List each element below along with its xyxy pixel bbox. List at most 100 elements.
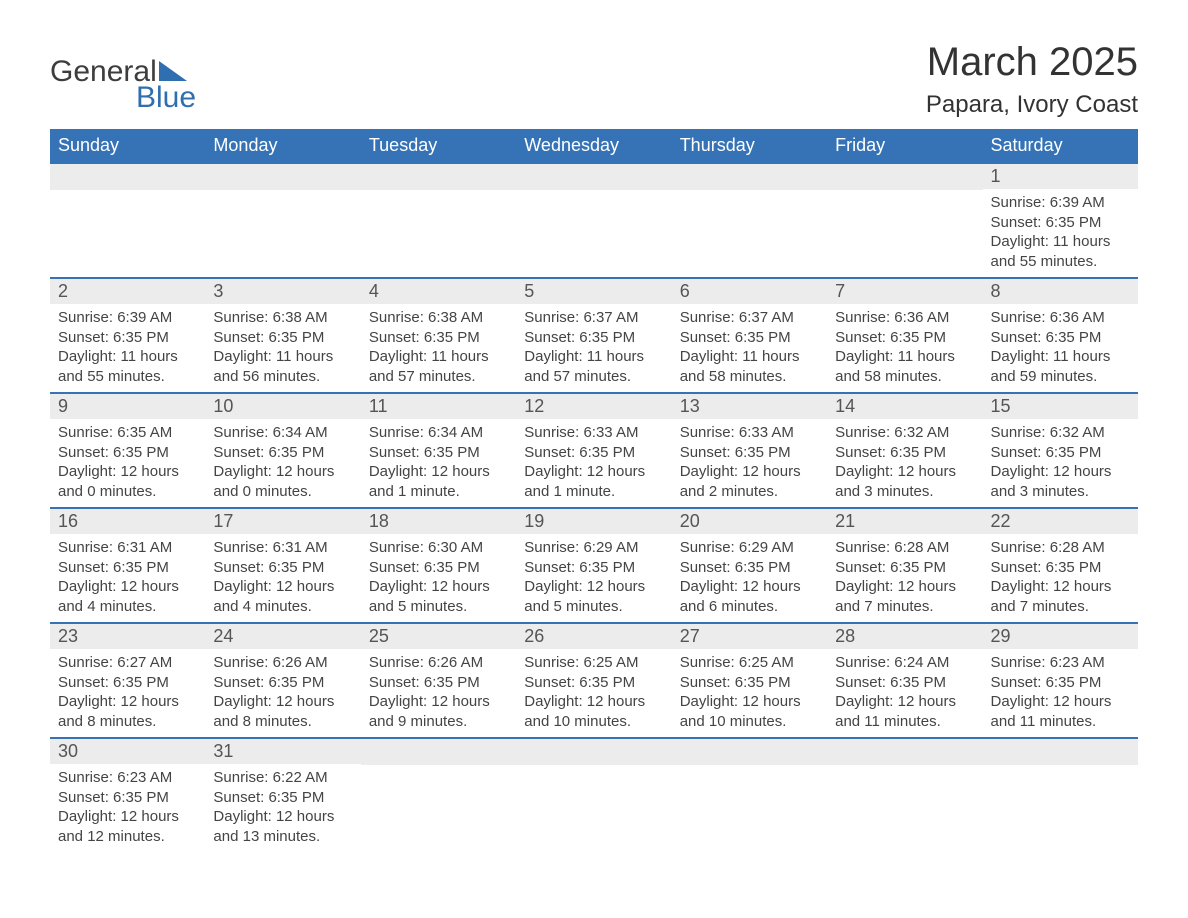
sunrise-line: Sunrise: 6:25 AM: [680, 653, 819, 673]
sunrise-line: Sunrise: 6:36 AM: [835, 308, 974, 328]
weekday-header: Friday: [827, 129, 982, 163]
day-number: [827, 739, 982, 765]
calendar-week-row: 9Sunrise: 6:35 AMSunset: 6:35 PMDaylight…: [50, 393, 1138, 508]
day-number: 10: [205, 394, 360, 419]
calendar-day-cell: 17Sunrise: 6:31 AMSunset: 6:35 PMDayligh…: [205, 508, 360, 623]
calendar-empty-cell: [672, 738, 827, 852]
day-details: Sunrise: 6:25 AMSunset: 6:35 PMDaylight:…: [516, 649, 671, 737]
day-number: 24: [205, 624, 360, 649]
sunset-line: Sunset: 6:35 PM: [369, 558, 508, 578]
sunset-line: Sunset: 6:35 PM: [835, 328, 974, 348]
day-number: 11: [361, 394, 516, 419]
day-details: Sunrise: 6:34 AMSunset: 6:35 PMDaylight:…: [361, 419, 516, 507]
daylight-line: Daylight: 11 hours and 55 minutes.: [991, 232, 1130, 271]
calendar-day-cell: 14Sunrise: 6:32 AMSunset: 6:35 PMDayligh…: [827, 393, 982, 508]
sunset-line: Sunset: 6:35 PM: [58, 788, 197, 808]
daylight-line: Daylight: 12 hours and 5 minutes.: [524, 577, 663, 616]
sunrise-line: Sunrise: 6:38 AM: [213, 308, 352, 328]
day-details: [516, 190, 671, 270]
sunrise-line: Sunrise: 6:34 AM: [369, 423, 508, 443]
day-number: [516, 164, 671, 190]
page-title: March 2025: [926, 40, 1138, 85]
day-number: [672, 164, 827, 190]
sunrise-line: Sunrise: 6:37 AM: [524, 308, 663, 328]
sunrise-line: Sunrise: 6:32 AM: [991, 423, 1130, 443]
calendar-table: SundayMondayTuesdayWednesdayThursdayFrid…: [50, 129, 1138, 852]
day-number: 23: [50, 624, 205, 649]
day-number: [983, 739, 1138, 765]
title-block: March 2025 Papara, Ivory Coast: [926, 40, 1138, 119]
daylight-line: Daylight: 12 hours and 4 minutes.: [58, 577, 197, 616]
sunrise-line: Sunrise: 6:32 AM: [835, 423, 974, 443]
calendar-day-cell: 15Sunrise: 6:32 AMSunset: 6:35 PMDayligh…: [983, 393, 1138, 508]
sunrise-line: Sunrise: 6:31 AM: [58, 538, 197, 558]
daylight-line: Daylight: 11 hours and 58 minutes.: [835, 347, 974, 386]
sunset-line: Sunset: 6:35 PM: [680, 558, 819, 578]
daylight-line: Daylight: 12 hours and 3 minutes.: [835, 462, 974, 501]
calendar-empty-cell: [827, 163, 982, 278]
day-number: [205, 164, 360, 190]
sunrise-line: Sunrise: 6:30 AM: [369, 538, 508, 558]
day-details: [983, 765, 1138, 845]
calendar-day-cell: 24Sunrise: 6:26 AMSunset: 6:35 PMDayligh…: [205, 623, 360, 738]
sunset-line: Sunset: 6:35 PM: [213, 558, 352, 578]
sunset-line: Sunset: 6:35 PM: [524, 558, 663, 578]
sunset-line: Sunset: 6:35 PM: [991, 443, 1130, 463]
day-number: 2: [50, 279, 205, 304]
daylight-line: Daylight: 12 hours and 13 minutes.: [213, 807, 352, 846]
day-number: 18: [361, 509, 516, 534]
sunrise-line: Sunrise: 6:39 AM: [991, 193, 1130, 213]
sunrise-line: Sunrise: 6:39 AM: [58, 308, 197, 328]
calendar-day-cell: 19Sunrise: 6:29 AMSunset: 6:35 PMDayligh…: [516, 508, 671, 623]
day-details: Sunrise: 6:39 AMSunset: 6:35 PMDaylight:…: [983, 189, 1138, 277]
sunset-line: Sunset: 6:35 PM: [991, 328, 1130, 348]
calendar-day-cell: 31Sunrise: 6:22 AMSunset: 6:35 PMDayligh…: [205, 738, 360, 852]
sunrise-line: Sunrise: 6:29 AM: [524, 538, 663, 558]
calendar-day-cell: 8Sunrise: 6:36 AMSunset: 6:35 PMDaylight…: [983, 278, 1138, 393]
day-details: [361, 190, 516, 270]
daylight-line: Daylight: 12 hours and 8 minutes.: [213, 692, 352, 731]
logo: General Blue: [50, 55, 196, 115]
sunrise-line: Sunrise: 6:28 AM: [835, 538, 974, 558]
day-number: [827, 164, 982, 190]
day-number: 27: [672, 624, 827, 649]
day-number: 12: [516, 394, 671, 419]
calendar-day-cell: 7Sunrise: 6:36 AMSunset: 6:35 PMDaylight…: [827, 278, 982, 393]
sunrise-line: Sunrise: 6:28 AM: [991, 538, 1130, 558]
calendar-empty-cell: [361, 163, 516, 278]
sunrise-line: Sunrise: 6:38 AM: [369, 308, 508, 328]
sunset-line: Sunset: 6:35 PM: [58, 673, 197, 693]
weekday-header: Wednesday: [516, 129, 671, 163]
sunrise-line: Sunrise: 6:37 AM: [680, 308, 819, 328]
weekday-header: Sunday: [50, 129, 205, 163]
sunrise-line: Sunrise: 6:23 AM: [58, 768, 197, 788]
sunset-line: Sunset: 6:35 PM: [58, 328, 197, 348]
day-details: Sunrise: 6:26 AMSunset: 6:35 PMDaylight:…: [205, 649, 360, 737]
daylight-line: Daylight: 12 hours and 12 minutes.: [58, 807, 197, 846]
calendar-day-cell: 12Sunrise: 6:33 AMSunset: 6:35 PMDayligh…: [516, 393, 671, 508]
daylight-line: Daylight: 12 hours and 1 minute.: [369, 462, 508, 501]
day-number: [672, 739, 827, 765]
day-number: 16: [50, 509, 205, 534]
day-details: Sunrise: 6:29 AMSunset: 6:35 PMDaylight:…: [672, 534, 827, 622]
sunset-line: Sunset: 6:35 PM: [524, 328, 663, 348]
calendar-day-cell: 21Sunrise: 6:28 AMSunset: 6:35 PMDayligh…: [827, 508, 982, 623]
calendar-empty-cell: [983, 738, 1138, 852]
calendar-day-cell: 3Sunrise: 6:38 AMSunset: 6:35 PMDaylight…: [205, 278, 360, 393]
calendar-empty-cell: [516, 163, 671, 278]
sunset-line: Sunset: 6:35 PM: [213, 673, 352, 693]
daylight-line: Daylight: 11 hours and 57 minutes.: [524, 347, 663, 386]
calendar-day-cell: 11Sunrise: 6:34 AMSunset: 6:35 PMDayligh…: [361, 393, 516, 508]
sunset-line: Sunset: 6:35 PM: [369, 328, 508, 348]
day-number: [50, 164, 205, 190]
sunrise-line: Sunrise: 6:29 AM: [680, 538, 819, 558]
sunrise-line: Sunrise: 6:31 AM: [213, 538, 352, 558]
daylight-line: Daylight: 12 hours and 0 minutes.: [213, 462, 352, 501]
day-number: 15: [983, 394, 1138, 419]
day-details: Sunrise: 6:29 AMSunset: 6:35 PMDaylight:…: [516, 534, 671, 622]
daylight-line: Daylight: 12 hours and 5 minutes.: [369, 577, 508, 616]
daylight-line: Daylight: 11 hours and 59 minutes.: [991, 347, 1130, 386]
calendar-day-cell: 13Sunrise: 6:33 AMSunset: 6:35 PMDayligh…: [672, 393, 827, 508]
daylight-line: Daylight: 12 hours and 1 minute.: [524, 462, 663, 501]
calendar-week-row: 2Sunrise: 6:39 AMSunset: 6:35 PMDaylight…: [50, 278, 1138, 393]
